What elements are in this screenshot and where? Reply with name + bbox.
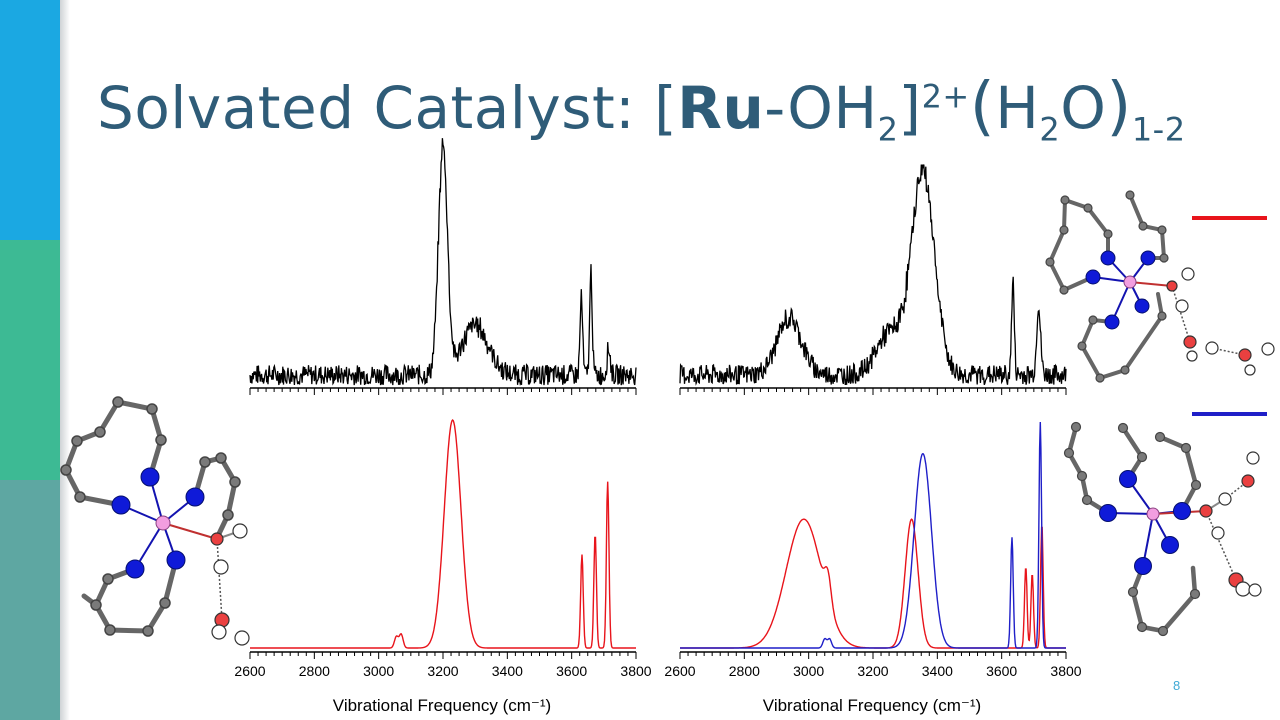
spectrum-series-0 — [250, 418, 636, 649]
x-tick-label: 3400 — [492, 663, 523, 679]
x-tick-label: 3000 — [363, 663, 394, 679]
x-tick-label: 2800 — [299, 663, 330, 679]
x-tick-label: 3800 — [620, 663, 651, 679]
x-tick-label: 3600 — [986, 663, 1017, 679]
slide-title: Solvated Catalyst: [Ru-OH2]2+(H2O)1-2 — [97, 70, 1186, 149]
ru-complex-structure-top-right-icon — [1045, 190, 1275, 383]
x-tick-label: 3000 — [793, 663, 824, 679]
left-experimental-spectrum — [249, 138, 637, 395]
x-tick-label: 3400 — [922, 663, 953, 679]
right-x-axis-label: Vibrational Frequency (cm⁻¹) — [763, 696, 981, 715]
right-experimental-spectrum — [679, 164, 1067, 395]
x-tick-label: 3800 — [1050, 663, 1081, 679]
legend-line-blue — [1192, 412, 1267, 416]
left-calculated-spectrum: 2600 2800 3000 3200 3400 3600 3800 — [234, 418, 652, 679]
x-tick-label: 3600 — [556, 663, 587, 679]
page-number: 8 — [1173, 678, 1181, 693]
legend-line-red — [1192, 216, 1267, 220]
spectrum-series-0 — [679, 164, 1067, 386]
accent-bar-shadow — [60, 0, 70, 720]
spectrum-series-0 — [249, 138, 637, 387]
accent-bar-bottom — [0, 480, 60, 720]
x-tick-label: 3200 — [427, 663, 458, 679]
right-calculated-spectrum: 2600 2800 3000 3200 3400 3600 3800 — [664, 421, 1082, 679]
x-tick-label: 2600 — [664, 663, 695, 679]
x-tick-label: 2600 — [234, 663, 265, 679]
accent-bar-top — [0, 0, 60, 240]
ru-complex-structure-left-icon — [60, 396, 250, 646]
spectrum-series-1 — [680, 421, 1066, 649]
x-tick-label: 2800 — [729, 663, 760, 679]
spectrum-series-0 — [680, 518, 1066, 649]
ru-complex-structure-bottom-right-icon — [1063, 421, 1262, 637]
x-tick-label: 3200 — [857, 663, 888, 679]
accent-bar-middle — [0, 240, 60, 480]
left-x-axis-label: Vibrational Frequency (cm⁻¹) — [333, 696, 551, 715]
